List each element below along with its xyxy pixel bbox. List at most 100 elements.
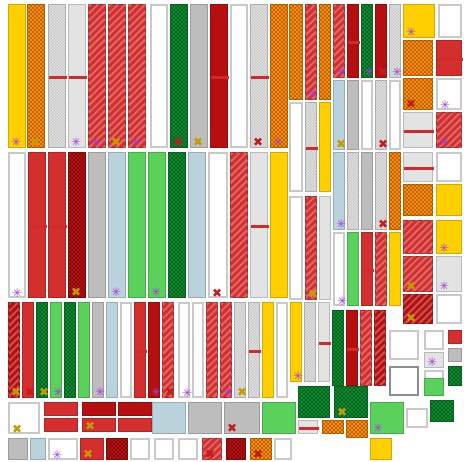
star-burst-icon: ✳ <box>10 135 22 149</box>
mosaic-tile <box>289 4 303 100</box>
mosaic-tile <box>361 152 373 230</box>
cross-mark-icon: ✖ <box>10 385 22 399</box>
mosaic-tile <box>403 220 433 254</box>
mosaic-tile <box>319 102 331 192</box>
star-burst-icon: ✳ <box>372 421 384 435</box>
cross-mark-icon: ✖ <box>38 385 50 399</box>
mosaic-tile: ✖ <box>8 402 40 436</box>
mosaic-tile <box>30 438 46 460</box>
mosaic-tile: ✳ <box>8 4 26 148</box>
mosaic-tile: ✖ <box>333 80 346 150</box>
mosaic-tile: ✖ <box>375 4 389 79</box>
mosaic-tile <box>403 40 433 76</box>
mosaic-tile <box>347 232 359 306</box>
star-burst-icon: ✳ <box>438 279 450 293</box>
mosaic-tile <box>262 302 274 398</box>
mosaic-tile: ✳ <box>361 4 375 79</box>
mosaic-tile <box>424 378 444 396</box>
cross-mark-icon: ✖ <box>405 311 417 325</box>
mosaic-tile <box>188 402 222 434</box>
mosaic-tile <box>361 80 373 150</box>
tile-divider <box>299 427 319 430</box>
mosaic-tile: ✳ <box>436 78 462 112</box>
mosaic-tile: ✖ <box>82 418 116 432</box>
star-burst-icon: ✳ <box>272 135 284 149</box>
mosaic-tile <box>406 408 428 428</box>
mosaic-tile <box>248 302 261 398</box>
mosaic-tile: ✳ <box>403 4 435 38</box>
mosaic-tile <box>289 102 303 192</box>
mosaic-tile: ✖ <box>305 196 319 301</box>
mosaic-tile: ✖ <box>250 438 272 460</box>
cross-mark-icon: ✖ <box>405 97 417 111</box>
mosaic-tile <box>289 196 303 300</box>
mosaic-tile <box>130 438 150 460</box>
mosaic-tile <box>154 438 174 460</box>
mosaic-tile: ✖ <box>108 4 126 148</box>
mosaic-tile <box>430 400 454 422</box>
cross-mark-icon: ✖ <box>252 135 264 149</box>
mosaic-tile: ✳ <box>128 4 146 148</box>
mosaic-tile: ✖ <box>22 302 35 398</box>
cross-mark-icon: ✖ <box>172 135 184 149</box>
mosaic-tile: ✳ <box>290 302 303 382</box>
mosaic-tile <box>44 402 78 416</box>
mosaic-tile <box>250 152 269 298</box>
star-burst-icon: ✳ <box>335 65 347 79</box>
mosaic-tile <box>88 152 106 298</box>
mosaic-tile: ✳ <box>333 232 347 307</box>
mosaic-tile <box>436 184 462 216</box>
mosaic-tile <box>370 438 392 460</box>
cross-mark-icon: ✖ <box>236 385 248 399</box>
mosaic-tile: ✖ <box>403 294 433 324</box>
star-burst-icon: ✳ <box>439 98 451 112</box>
mosaic-tile: ✳ <box>8 152 26 299</box>
mosaic-tile <box>389 232 401 306</box>
star-burst-icon: ✳ <box>363 65 375 79</box>
cross-mark-icon: ✖ <box>11 422 23 436</box>
mosaic-tile: ✖ <box>162 302 175 398</box>
star-burst-icon: ✳ <box>110 285 122 299</box>
mosaic-tile: ✖ <box>375 80 388 150</box>
mosaic-tile <box>178 438 198 460</box>
star-burst-icon: ✳ <box>222 385 234 399</box>
star-burst-icon: ✳ <box>438 135 450 149</box>
mosaic-tile <box>230 4 248 148</box>
mosaic-tile <box>188 152 206 298</box>
mosaic-tile <box>226 438 246 460</box>
star-burst-icon: ✳ <box>335 217 347 231</box>
mosaic-tile <box>28 152 47 298</box>
mosaic-tile: ✖ <box>68 152 86 298</box>
mosaic-tile: ✳ <box>88 4 106 148</box>
star-burst-icon: ✳ <box>426 355 438 369</box>
mosaic-tile <box>120 302 132 398</box>
mosaic-tile <box>347 80 359 150</box>
tile-divider <box>319 342 331 345</box>
mosaic-tile <box>276 302 288 398</box>
cross-mark-icon: ✖ <box>377 65 389 79</box>
mosaic-tile <box>152 402 186 434</box>
mosaic-tile: ✳ <box>424 352 444 368</box>
tile-divider <box>29 225 47 228</box>
mosaic-tile <box>8 438 28 460</box>
mosaic-tile: ✳ <box>389 4 402 78</box>
mosaic-tile <box>168 152 186 298</box>
cross-mark-icon: ✖ <box>307 287 319 301</box>
mosaic-tile <box>262 402 296 434</box>
star-burst-icon: ✳ <box>52 385 64 399</box>
mosaic-tile: ✖ <box>208 152 228 299</box>
mosaic-tile <box>128 152 146 298</box>
tile-divider <box>49 76 67 79</box>
tile-divider <box>135 350 147 353</box>
mosaic-tile <box>448 330 462 344</box>
mosaic-tile <box>82 402 116 416</box>
mosaic-tile: ✳ <box>148 302 161 398</box>
mosaic-tile <box>134 302 147 398</box>
mosaic-tile: ✳ <box>48 438 78 461</box>
mosaic-tile <box>448 348 462 362</box>
mosaic-tile: ✳ <box>220 302 234 399</box>
mosaic-tile <box>106 302 118 398</box>
mosaic-tile <box>230 152 248 298</box>
tile-divider <box>348 41 360 44</box>
